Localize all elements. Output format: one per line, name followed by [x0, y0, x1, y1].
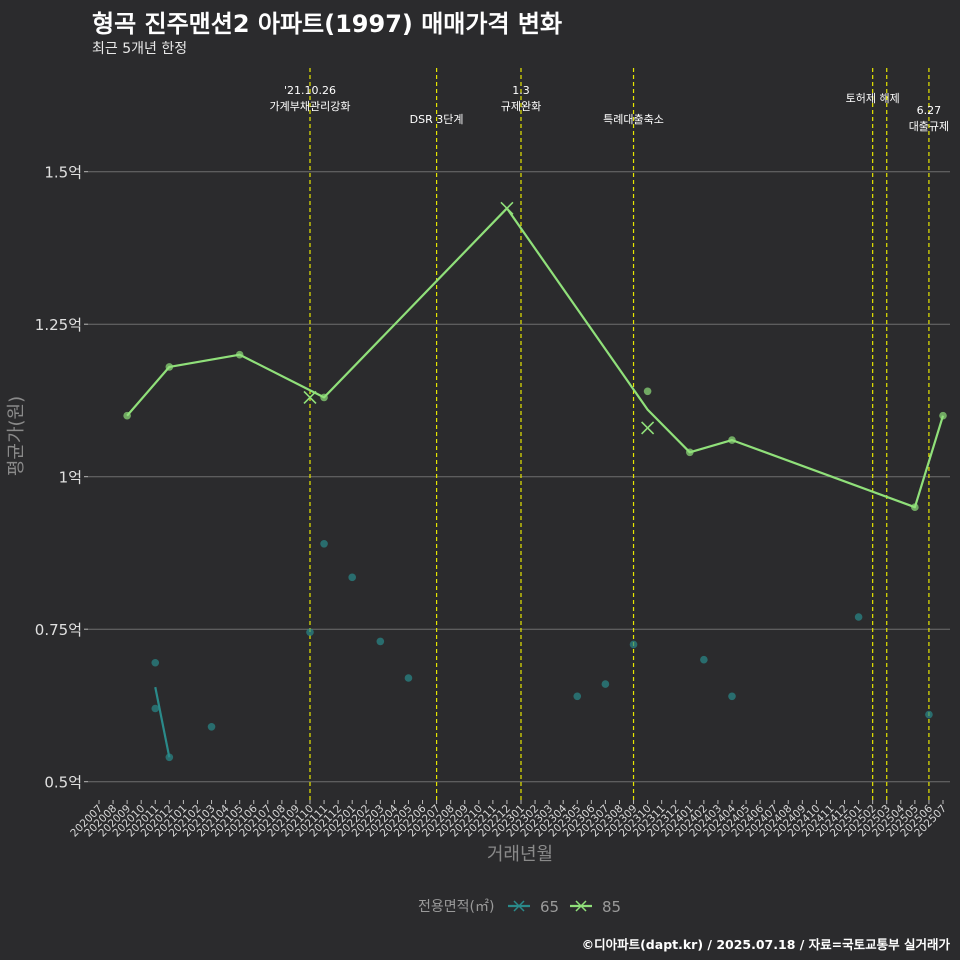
data-point-65 — [376, 637, 385, 646]
data-point-65 — [854, 613, 863, 621]
x-marker-85 — [303, 390, 317, 404]
x-axis-title: 거래년월 — [487, 844, 553, 865]
chart-subtitle: 최근 5개년 한정 — [92, 41, 188, 57]
data-point-85 — [123, 411, 131, 420]
y-tick-label: 0.75억 — [35, 621, 82, 639]
data-point-85 — [939, 411, 947, 420]
y-tick-label: 0.5억 — [44, 774, 82, 792]
event-label: 가계부채관리강화 — [270, 100, 351, 113]
series — [123, 201, 947, 762]
series-line-65 — [154, 686, 171, 758]
data-point-65 — [404, 674, 413, 682]
chart-title: 형곡 진주맨션2 아파트(1997) 매매가격 변화 — [92, 10, 563, 38]
data-point-65 — [700, 655, 708, 664]
data-point-65 — [207, 723, 216, 731]
data-point-65 — [629, 640, 638, 649]
y-axis: 0.5억 0.75억 1억 1.25억 1.5억 — [35, 164, 88, 792]
chart-caption: ©디아파트(dapt.kr) / 2025.07.18 / 자료=국토교통부 실… — [581, 937, 950, 952]
y-tick-label: 1.5억 — [44, 164, 82, 182]
legend-swatch-marker — [575, 900, 587, 912]
x-axis: 2020072020082020092020102020112020122021… — [68, 800, 949, 839]
data-point-85 — [235, 350, 244, 359]
x-marker-85 — [641, 421, 655, 435]
event-label: DSR 3단계 — [410, 113, 464, 126]
data-point-65 — [306, 628, 314, 637]
data-point-65 — [348, 573, 357, 582]
legend: 전용면적(㎡) 65 85 — [418, 898, 621, 916]
data-point-85 — [643, 387, 652, 396]
legend-label: 85 — [602, 898, 621, 916]
data-point-65 — [728, 692, 736, 701]
data-point-85 — [911, 503, 919, 512]
y-axis-title: 평균가(원) — [6, 396, 27, 476]
legend-title: 전용면적(㎡) — [418, 899, 494, 915]
event-label: 규제완화 — [501, 100, 541, 113]
event-label: 토허제 해제 — [846, 91, 900, 105]
data-point-65 — [151, 704, 160, 713]
data-point-65 — [601, 680, 610, 688]
event-label: 1.3 — [512, 84, 530, 97]
event-label: '21.10.26 — [284, 84, 336, 97]
data-point-65 — [925, 710, 933, 719]
data-point-85 — [320, 393, 328, 402]
series-line-85 — [126, 207, 945, 509]
y-tick-label: 1.25억 — [35, 316, 82, 334]
data-point-65 — [165, 753, 174, 762]
event-label: 특례대출축소 — [603, 113, 664, 126]
data-point-65 — [320, 540, 328, 548]
data-point-65 — [573, 692, 582, 701]
y-tick-label: 1억 — [59, 469, 82, 487]
data-point-85 — [686, 448, 694, 457]
legend-swatch-marker — [513, 900, 525, 912]
x-marker-85 — [500, 201, 514, 215]
data-point-65 — [151, 658, 160, 667]
data-point-85 — [728, 436, 736, 444]
event-label: 대출규제 — [909, 120, 949, 133]
legend-label: 65 — [540, 898, 559, 916]
data-point-85 — [165, 363, 174, 371]
grid — [88, 171, 950, 783]
event-label: 6.27 — [917, 104, 942, 117]
